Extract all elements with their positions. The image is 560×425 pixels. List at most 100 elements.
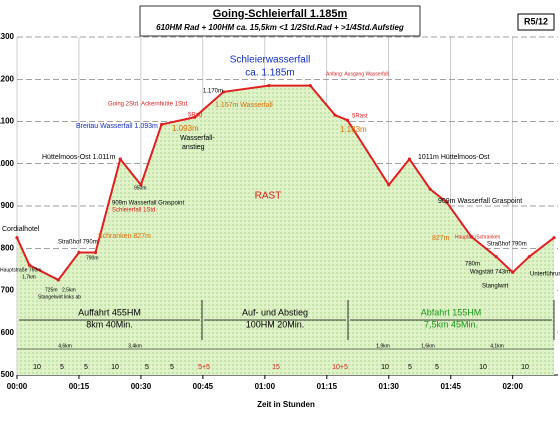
point <box>193 115 197 119</box>
segment-minutes: 15 <box>272 364 280 371</box>
annotation: ca. 1.185m <box>245 68 294 79</box>
annotation: 2,5km <box>62 287 76 293</box>
point <box>56 278 60 282</box>
title-box <box>139 5 421 37</box>
section-title: Auf- und Abstieg <box>242 307 308 317</box>
distance-label: 1,6km <box>421 343 435 349</box>
annotation: Schleierwasserfall <box>230 55 311 66</box>
annotation: 5Rast <box>352 114 368 120</box>
annotation: Cordialhotel <box>2 226 40 233</box>
chart-title: Going-Schleierfall 1.185m <box>213 8 348 20</box>
section-title: Auffahrt 455HM <box>78 307 141 317</box>
y-tick-label: 1000 <box>0 159 15 168</box>
point <box>27 263 31 267</box>
annotation: 1,7km <box>22 274 36 280</box>
badge: R5/12 <box>524 16 548 26</box>
point <box>308 83 312 88</box>
x-axis-title: Zeit in Stunden <box>257 400 315 409</box>
area-dots <box>17 85 554 376</box>
y-tick-label: 500 <box>1 370 15 379</box>
point <box>527 255 531 259</box>
y-tick-label: 700 <box>1 286 15 295</box>
x-tick-label: 01:15 <box>317 382 338 391</box>
annotation: Schranken 827m <box>98 233 151 240</box>
y-tick-label: 1100 <box>0 117 15 126</box>
annotation: 1.170m <box>203 89 223 95</box>
annotation: Straßhof 790m <box>487 242 527 248</box>
y-tick-label: 1300 <box>0 32 15 41</box>
chart-subtitle: 610HM Rad + 100HM ca. 15,5km <1 1/2Std.R… <box>156 23 404 32</box>
x-tick-label: 00:30 <box>131 382 152 391</box>
y-tick-label: 1200 <box>0 74 15 83</box>
annotation: 5Rad <box>188 113 202 119</box>
point <box>387 183 391 187</box>
annotation: 827m <box>432 235 450 242</box>
point <box>445 200 449 204</box>
section-title: Abfahrt 155HM <box>421 307 482 317</box>
annotation: 1011m Hüttelmoos-Ost <box>418 154 490 161</box>
point <box>118 157 122 161</box>
point <box>552 236 556 240</box>
x-tick-label: 00:15 <box>69 382 90 391</box>
distance-label: 1,9km <box>376 343 390 349</box>
point <box>333 113 337 117</box>
point <box>221 90 226 94</box>
annotation: 909m Wasserfall Graspoint <box>112 201 184 207</box>
segment-minutes: 5 <box>435 364 439 371</box>
x-tick-label: 01:45 <box>440 382 461 391</box>
section-detail: 7,5km 45Min. <box>424 319 478 329</box>
segment-minutes: 10 <box>33 364 41 371</box>
annotation: 780m <box>465 262 480 268</box>
badge-box <box>517 13 555 31</box>
annotation: Stanglwirt <box>482 284 509 290</box>
annotation: 725m <box>45 287 58 293</box>
section-detail: 100HM 20Min. <box>246 319 305 329</box>
x-tick-label: 02:00 <box>502 382 523 391</box>
segment-minutes: 10 <box>381 364 389 371</box>
segment-minutes: 5+5 <box>198 364 210 371</box>
annotation: 790m <box>86 255 99 261</box>
x-tick-label: 00:00 <box>7 382 28 391</box>
segment-minutes: 5 <box>60 364 64 371</box>
annotation: Wasserfall- <box>180 135 215 142</box>
annotation: 1.157m Wasserfall <box>215 102 273 109</box>
point <box>407 157 412 161</box>
segment-minutes: 5 <box>408 364 412 371</box>
annotation: 909m Wasserfall Graspoint <box>438 198 522 205</box>
annotation: Unterführung <box>530 272 560 278</box>
annotation: Straßhof 790m <box>58 240 98 246</box>
x-tick-label: 00:45 <box>193 382 214 391</box>
segment-minutes: 5 <box>84 364 88 371</box>
segment-minutes: 5 <box>170 364 174 371</box>
annotation: Stangelwirt links ab <box>38 294 81 300</box>
x-tick-label: 01:30 <box>379 382 400 391</box>
point <box>494 255 498 259</box>
annotation: Hauptstraße 760m <box>0 267 41 273</box>
point <box>159 122 164 127</box>
annotation: Breitau Wasserfall 1.093m <box>76 123 158 130</box>
distance-label: 3,4km <box>128 343 142 349</box>
annotation: Hauptstr./Schranken <box>455 234 501 240</box>
point <box>469 235 473 239</box>
annotation: Wagstätt 743m <box>470 270 510 276</box>
point <box>267 83 271 88</box>
annotation: 1.093m <box>172 124 199 133</box>
segment-minutes: 10 <box>111 364 119 371</box>
x-tick-label: 01:00 <box>255 382 276 391</box>
annotation: Schleierfall 1Std. <box>112 208 157 214</box>
segment-minutes: 10 <box>521 364 529 371</box>
section-detail: 8km 40Min. <box>86 319 133 329</box>
annotation: 1.183m <box>340 125 367 134</box>
segment-minutes: 10 <box>479 364 487 371</box>
point <box>77 250 81 255</box>
annotation: anstieg <box>182 144 205 151</box>
y-tick-label: 900 <box>1 201 15 210</box>
point <box>345 118 350 122</box>
point <box>15 236 19 240</box>
segment-minutes: 10+5 <box>332 364 348 371</box>
annotation: 950m <box>134 185 147 191</box>
annotation: Anfang: Ausgang Wasserfall <box>326 71 389 77</box>
distance-label: 4,6km <box>58 343 72 349</box>
annotation: RAST <box>255 191 282 202</box>
